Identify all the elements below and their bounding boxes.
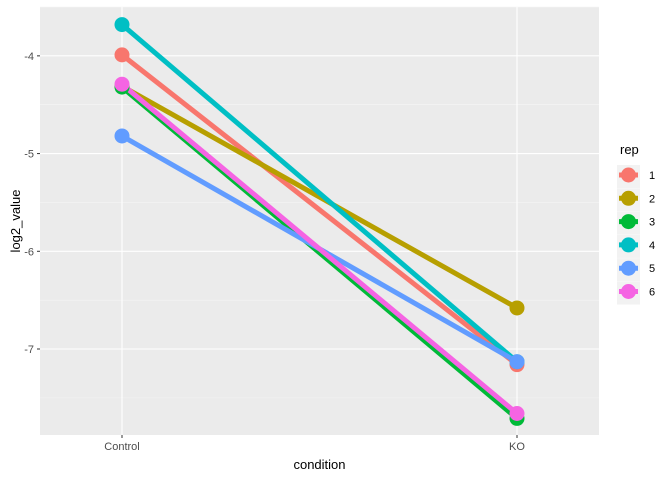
legend-label: 3: [649, 217, 655, 229]
plot-panel: [40, 7, 599, 435]
legend-title: rep: [620, 142, 639, 157]
legend-label: 2: [649, 193, 655, 205]
legend-key-point: [621, 284, 636, 299]
series-line-4: [120, 22, 519, 364]
series-point-6: [509, 406, 525, 422]
series-line-2: [120, 83, 519, 311]
series-points: [114, 17, 525, 426]
y-tick-label: -4: [24, 51, 34, 63]
y-tick-label: -6: [24, 246, 34, 258]
legend-keys: 1 2 3 4 5 6: [617, 165, 655, 305]
series-point-4: [114, 17, 130, 33]
legend-key-point: [621, 167, 636, 183]
legend-label: 4: [649, 240, 655, 252]
legend-key-point: [621, 190, 636, 206]
series-line-1: [120, 52, 519, 367]
legend: rep 1 2 3 4 5 6: [617, 142, 655, 305]
series-lines: [120, 22, 519, 421]
y-tick-label: -5: [24, 149, 34, 161]
series-point-5: [509, 354, 525, 370]
legend-label: 1: [649, 170, 655, 182]
y-tick-label: -7: [24, 344, 34, 356]
legend-label: 6: [649, 287, 655, 299]
x-axis-title: condition: [293, 457, 345, 472]
x-axis: Control KO: [104, 435, 525, 453]
y-axis: -7 -6 -5 -4: [24, 51, 40, 356]
series-point-2: [509, 300, 525, 316]
series-line-3: [120, 85, 519, 421]
x-tick-label: KO: [509, 441, 525, 453]
legend-key-point: [621, 214, 636, 230]
legend-key-point: [621, 237, 636, 253]
series-point-5: [114, 128, 130, 144]
y-axis-title: log2_value: [8, 190, 23, 253]
series-point-6: [114, 76, 130, 92]
legend-label: 5: [649, 263, 655, 275]
series-point-1: [114, 47, 130, 63]
series-line-6: [120, 82, 519, 416]
grid-minor: [40, 6, 599, 399]
x-tick-label: Control: [104, 441, 139, 453]
legend-key-point: [621, 260, 636, 276]
